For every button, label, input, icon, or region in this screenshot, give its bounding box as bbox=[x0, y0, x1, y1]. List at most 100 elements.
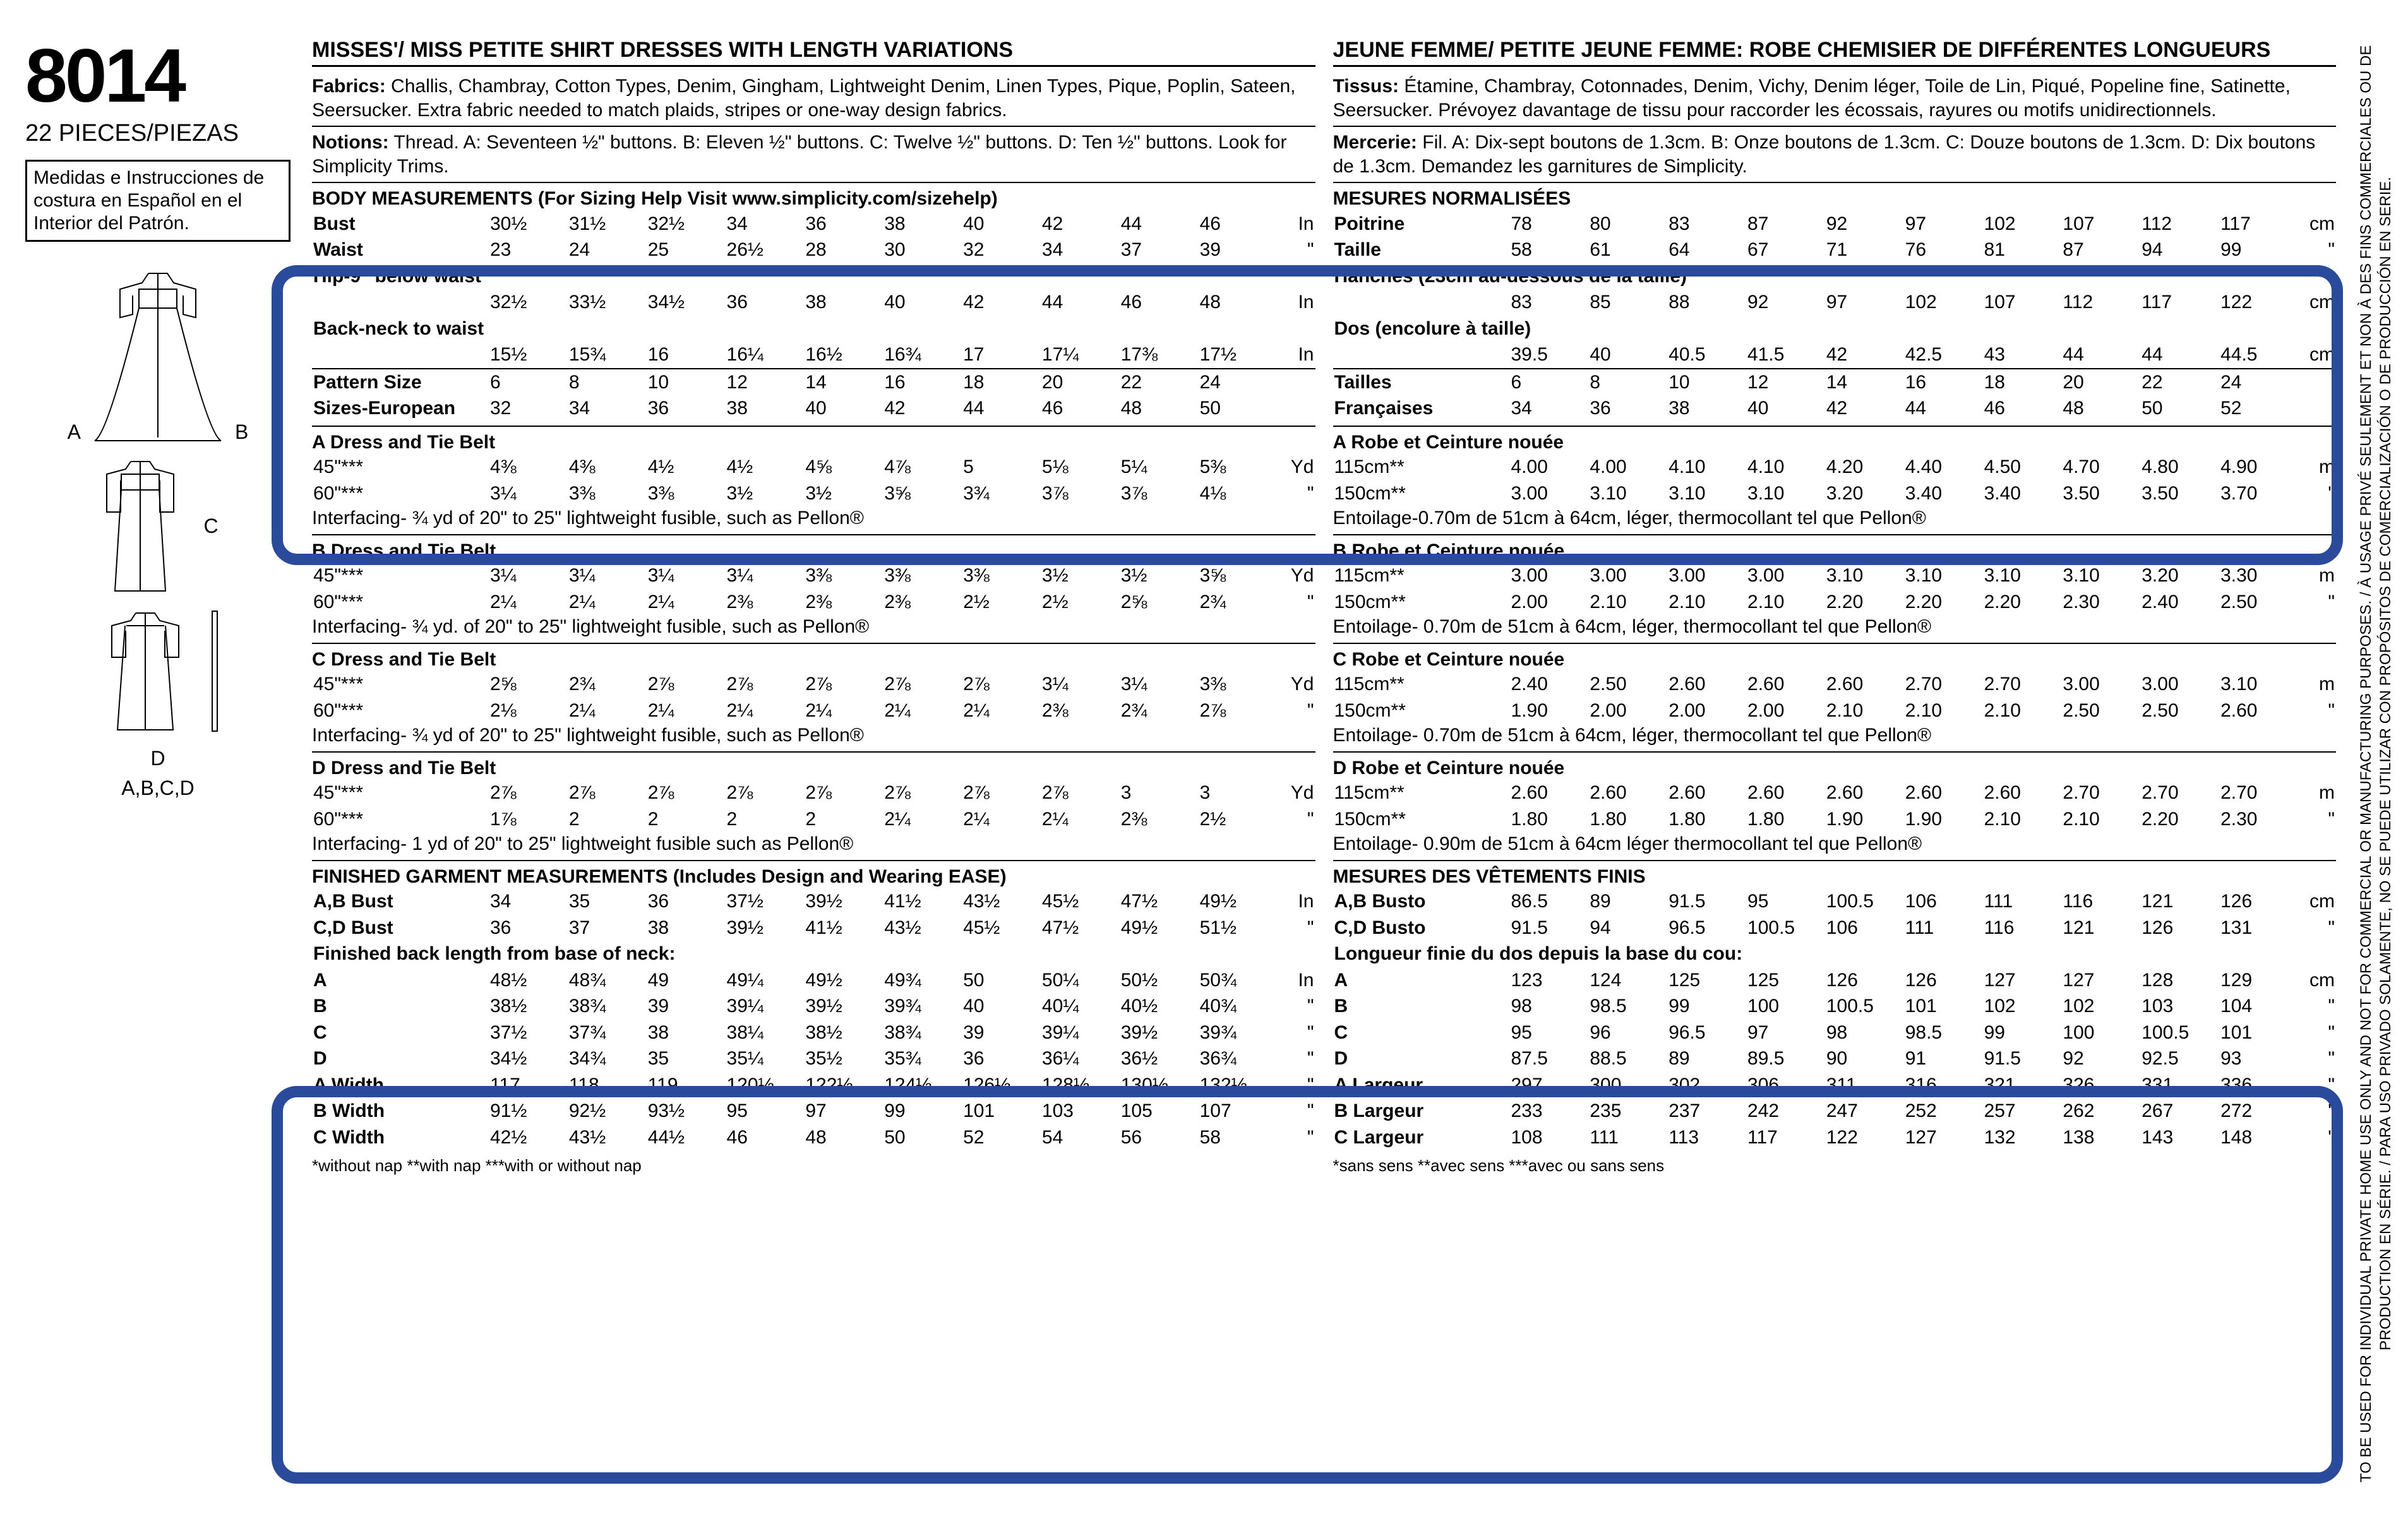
unit-cell: " bbox=[1278, 589, 1315, 616]
en-d-interfacing: Interfacing- 1 yd of 20" to 25" lightwei… bbox=[312, 832, 1315, 856]
cell: 2⅝ bbox=[489, 671, 568, 698]
cell: 39¼ bbox=[726, 993, 805, 1020]
cell: 117 bbox=[1746, 1124, 1825, 1151]
cell: 2.60 bbox=[1825, 671, 1904, 698]
cell: 2⅞ bbox=[726, 780, 805, 806]
row-label: Tailles bbox=[1333, 369, 1510, 396]
cell: 120½ bbox=[726, 1072, 805, 1099]
cell: 4.10 bbox=[1667, 454, 1746, 480]
cell: 107 bbox=[1199, 1098, 1278, 1124]
french-column: JEUNE FEMME/ PETITE JEUNE FEMME: ROBE CH… bbox=[1324, 38, 2345, 1180]
cell: 3⅜ bbox=[1199, 671, 1278, 698]
cell: 121 bbox=[2140, 888, 2219, 915]
cell: 56 bbox=[1120, 1124, 1199, 1151]
cell: 131 bbox=[2219, 915, 2298, 941]
cell: 6 bbox=[489, 369, 568, 396]
cell: 3⅜ bbox=[568, 480, 647, 507]
cell: 36¼ bbox=[1041, 1046, 1120, 1072]
cell: 122½ bbox=[804, 1072, 883, 1099]
pieces-count: 22 PIECES/PIEZAS bbox=[25, 120, 291, 147]
row-label bbox=[312, 342, 489, 369]
cell: 40 bbox=[1746, 395, 1825, 422]
cell: 336 bbox=[2219, 1072, 2298, 1099]
cell: 119 bbox=[647, 1072, 726, 1099]
cell: 20 bbox=[1041, 369, 1120, 396]
cell: 40¼ bbox=[1041, 993, 1120, 1020]
cell: 36 bbox=[804, 211, 883, 237]
cell: 3.00 bbox=[1667, 563, 1746, 589]
cell: 123 bbox=[1510, 967, 1589, 994]
cell: 34 bbox=[568, 395, 647, 422]
cell: 2.10 bbox=[1746, 589, 1825, 616]
fr-a-dress: A Robe et Ceinture nouée 115cm**4.004.00… bbox=[1333, 427, 2337, 535]
cell: 40 bbox=[804, 395, 883, 422]
cell: 2.60 bbox=[1746, 780, 1825, 806]
cell: 97 bbox=[1904, 211, 1983, 237]
cell: 36 bbox=[962, 1046, 1041, 1072]
cell: 10 bbox=[647, 369, 726, 396]
cell: 2⅞ bbox=[726, 671, 805, 698]
cell: 2.20 bbox=[1904, 589, 1983, 616]
cell: 3.70 bbox=[2219, 480, 2298, 507]
cell: 16 bbox=[883, 369, 962, 396]
cell: 103 bbox=[1041, 1098, 1120, 1124]
fr-body-head: MESURES NORMALISÉES bbox=[1333, 187, 2337, 211]
cell: 127 bbox=[1904, 1124, 1983, 1151]
cell: 3.00 bbox=[2140, 671, 2219, 698]
row-label: C,D Bust bbox=[312, 915, 489, 941]
cell: 2⅞ bbox=[489, 780, 568, 806]
cell: 117 bbox=[2140, 289, 2219, 316]
cell: 106 bbox=[1825, 915, 1904, 941]
unit-cell: In bbox=[1278, 967, 1315, 994]
row-label: Bust bbox=[312, 211, 489, 237]
cell: 25 bbox=[647, 237, 726, 263]
fr-fin-head: MESURES DES VÊTEMENTS FINIS bbox=[1333, 865, 2337, 889]
cell: 81 bbox=[1983, 237, 2062, 263]
row-label: C Width bbox=[312, 1124, 489, 1151]
pattern-number: 8014 bbox=[25, 38, 291, 114]
unit-cell: m bbox=[2298, 671, 2336, 698]
cell: 2 bbox=[804, 806, 883, 833]
cell: 49½ bbox=[1120, 915, 1199, 941]
cell: 3.00 bbox=[2061, 671, 2140, 698]
cell: 41½ bbox=[804, 915, 883, 941]
cell: 130½ bbox=[1120, 1072, 1199, 1099]
cell: 2¼ bbox=[568, 589, 647, 616]
cell: 89.5 bbox=[1746, 1046, 1825, 1072]
cell: 102 bbox=[1983, 993, 2062, 1020]
en-body-head: BODY MEASUREMENTS (For Sizing Help Visit… bbox=[312, 187, 1315, 211]
cell: 306 bbox=[1746, 1072, 1825, 1099]
cell: 2.50 bbox=[2061, 698, 2140, 724]
cell: 71 bbox=[1825, 237, 1904, 263]
cell: 3⅞ bbox=[1120, 480, 1199, 507]
cell: 36 bbox=[489, 915, 568, 941]
cell: 10 bbox=[1667, 369, 1746, 396]
cell: 42 bbox=[1825, 395, 1904, 422]
cell: 48 bbox=[2061, 395, 2140, 422]
cell: 3.10 bbox=[1983, 563, 2062, 589]
cell: 30½ bbox=[489, 211, 568, 237]
cell: 36 bbox=[726, 289, 805, 316]
row-label: Waist bbox=[312, 237, 489, 263]
fr-a-head: A Robe et Ceinture nouée bbox=[1333, 431, 2337, 455]
table-subhead: Finished back length from base of neck: bbox=[312, 941, 1315, 967]
row-label: 115cm** bbox=[1333, 671, 1510, 698]
cell: 2¼ bbox=[804, 698, 883, 724]
cell: 3.50 bbox=[2061, 480, 2140, 507]
cell: 41.5 bbox=[1746, 342, 1825, 369]
cell: 2⅞ bbox=[1199, 698, 1278, 724]
cell: 43½ bbox=[883, 915, 962, 941]
cell: 100 bbox=[2061, 1020, 2140, 1046]
cell: 103 bbox=[2140, 993, 2219, 1020]
cell: 40 bbox=[883, 289, 962, 316]
row-label: C bbox=[312, 1020, 489, 1046]
sketch-d bbox=[25, 608, 291, 734]
cell: 6 bbox=[1510, 369, 1589, 396]
cell: 86.5 bbox=[1510, 888, 1589, 915]
cell: 111 bbox=[1588, 1124, 1667, 1151]
unit-cell bbox=[2298, 395, 2336, 422]
cell: 91.5 bbox=[1983, 1046, 2062, 1072]
cell: 126 bbox=[2219, 888, 2298, 915]
sketch-label-b: B bbox=[235, 420, 248, 444]
cell: 3¼ bbox=[647, 563, 726, 589]
